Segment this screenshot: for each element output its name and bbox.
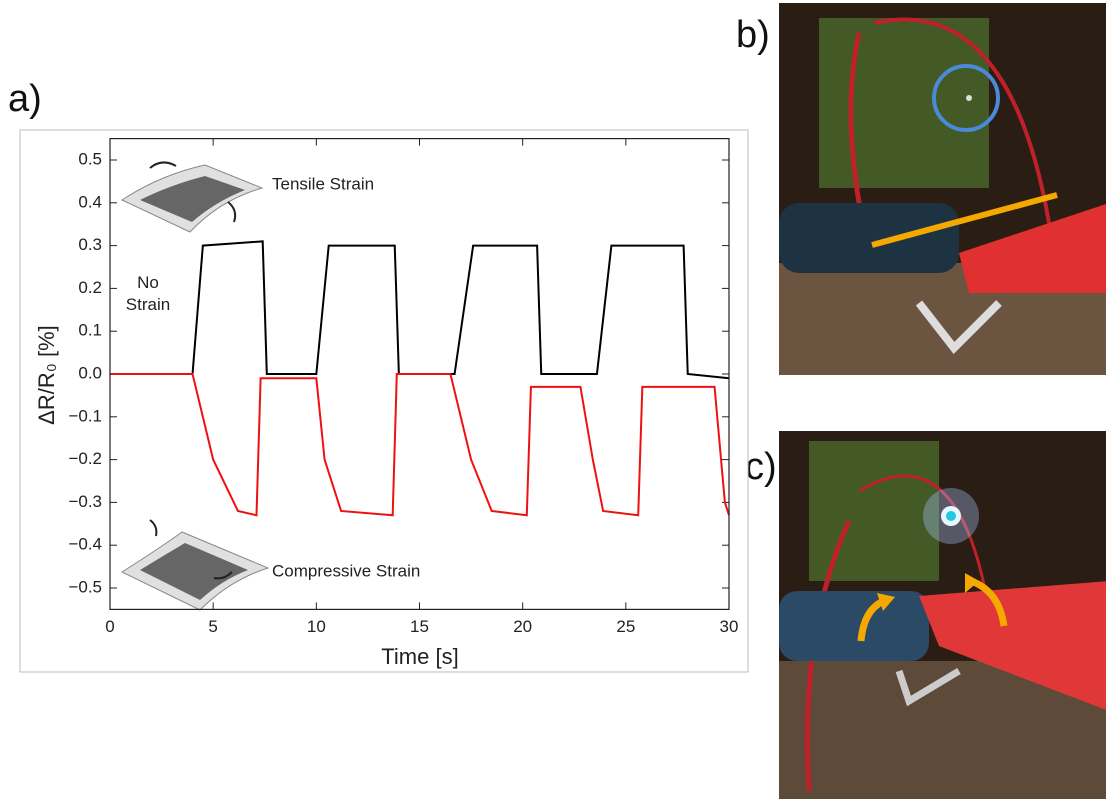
y-tick-label: −0.2	[68, 449, 102, 468]
y-tick-label: 0.0	[78, 363, 102, 382]
x-axis-label: Time [s]	[381, 644, 458, 669]
y-tick-label: −0.5	[68, 577, 102, 596]
x-tick-label: 10	[307, 617, 326, 636]
x-tick-label: 25	[616, 617, 635, 636]
y-tick-label: −0.1	[68, 406, 102, 425]
photo-c	[779, 431, 1106, 799]
x-tick-label: 5	[208, 617, 217, 636]
data-line	[110, 373, 730, 517]
compressive-icon	[120, 519, 270, 611]
chart: ΔR/R₀ [%] Time [s] Tensile Strain Compre…	[19, 129, 749, 673]
photo-b	[779, 3, 1106, 375]
y-tick-label: 0.3	[78, 235, 102, 254]
tensile-icon	[120, 161, 264, 233]
y-axis-label: ΔR/R₀ [%]	[34, 325, 59, 425]
x-tick-label: 30	[720, 617, 739, 636]
panel-label: c)	[745, 446, 777, 488]
x-tick-label: 0	[105, 617, 114, 636]
annotation: No Strain	[125, 273, 171, 314]
panel-label: a)	[8, 78, 42, 120]
annotation: Tensile Strain	[272, 174, 374, 193]
y-tick-label: −0.4	[68, 535, 102, 554]
y-tick-label: 0.2	[78, 278, 102, 297]
y-tick-label: 0.5	[78, 149, 102, 168]
chart-frame	[19, 129, 749, 673]
panel-label: b)	[736, 14, 770, 56]
annotation: Compressive Strain	[272, 561, 420, 580]
x-tick-label: 15	[410, 617, 429, 636]
plot-frame	[109, 138, 730, 610]
y-tick-label: −0.3	[68, 492, 102, 511]
y-tick-label: 0.4	[78, 192, 102, 211]
x-tick-label: 20	[513, 617, 532, 636]
y-tick-label: 0.1	[78, 321, 102, 340]
